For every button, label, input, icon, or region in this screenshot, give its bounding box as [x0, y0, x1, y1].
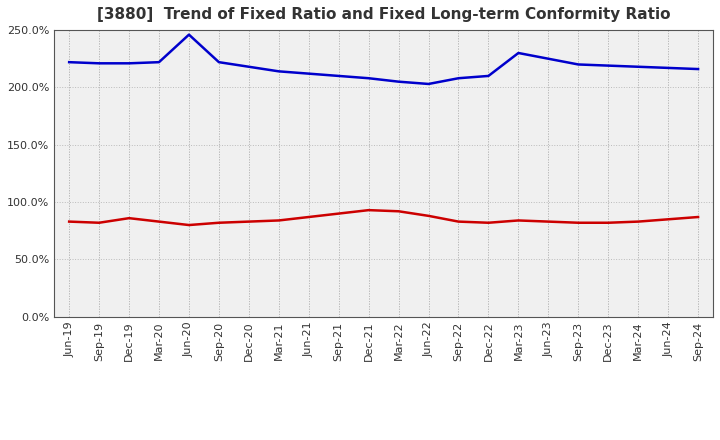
Fixed Ratio — [334, 73, 343, 79]
Fixed Long-term Conformity Ratio — [245, 219, 253, 224]
Fixed Ratio — [95, 61, 104, 66]
Fixed Ratio — [514, 50, 523, 55]
Fixed Long-term Conformity Ratio — [95, 220, 104, 225]
Fixed Long-term Conformity Ratio — [215, 220, 223, 225]
Fixed Ratio — [395, 79, 403, 84]
Fixed Long-term Conformity Ratio — [184, 222, 193, 227]
Line: Fixed Ratio: Fixed Ratio — [69, 35, 698, 84]
Fixed Ratio — [694, 66, 703, 72]
Fixed Long-term Conformity Ratio — [454, 219, 463, 224]
Fixed Long-term Conformity Ratio — [334, 211, 343, 216]
Fixed Ratio — [634, 64, 642, 70]
Fixed Ratio — [184, 32, 193, 37]
Fixed Long-term Conformity Ratio — [604, 220, 613, 225]
Fixed Ratio — [544, 56, 553, 61]
Fixed Long-term Conformity Ratio — [125, 216, 133, 221]
Fixed Long-term Conformity Ratio — [544, 219, 553, 224]
Fixed Ratio — [305, 71, 313, 76]
Fixed Ratio — [364, 76, 373, 81]
Fixed Long-term Conformity Ratio — [65, 219, 73, 224]
Fixed Ratio — [274, 69, 283, 74]
Fixed Ratio — [484, 73, 492, 79]
Fixed Ratio — [664, 65, 672, 70]
Fixed Long-term Conformity Ratio — [155, 219, 163, 224]
Fixed Ratio — [215, 59, 223, 65]
Fixed Long-term Conformity Ratio — [274, 218, 283, 223]
Fixed Ratio — [155, 59, 163, 65]
Fixed Long-term Conformity Ratio — [484, 220, 492, 225]
Fixed Long-term Conformity Ratio — [364, 208, 373, 213]
Fixed Ratio — [65, 59, 73, 65]
Title: [3880]  Trend of Fixed Ratio and Fixed Long-term Conformity Ratio: [3880] Trend of Fixed Ratio and Fixed Lo… — [97, 7, 670, 22]
Fixed Ratio — [574, 62, 582, 67]
Fixed Ratio — [424, 81, 433, 87]
Fixed Long-term Conformity Ratio — [634, 219, 642, 224]
Line: Fixed Long-term Conformity Ratio: Fixed Long-term Conformity Ratio — [69, 210, 698, 225]
Fixed Long-term Conformity Ratio — [664, 216, 672, 222]
Fixed Long-term Conformity Ratio — [395, 209, 403, 214]
Fixed Ratio — [604, 63, 613, 68]
Fixed Long-term Conformity Ratio — [424, 213, 433, 219]
Fixed Long-term Conformity Ratio — [574, 220, 582, 225]
Fixed Ratio — [125, 61, 133, 66]
Fixed Long-term Conformity Ratio — [305, 214, 313, 220]
Fixed Ratio — [245, 64, 253, 70]
Fixed Ratio — [454, 76, 463, 81]
Fixed Long-term Conformity Ratio — [694, 214, 703, 220]
Fixed Long-term Conformity Ratio — [514, 218, 523, 223]
